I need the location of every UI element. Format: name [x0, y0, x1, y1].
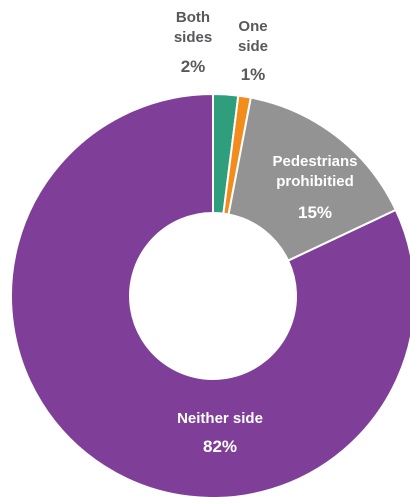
slice-label-neither-side-line-1: Neither side	[177, 410, 263, 427]
slice-labels: Both sides 2% One side 1% Pedestrians prohibiti…	[174, 9, 358, 456]
slice-label-both-sides-line-2: sides	[174, 29, 212, 46]
slice-neither-side	[10, 92, 410, 497]
slice-value-both-sides: 2%	[181, 57, 206, 76]
slice-value-one-side: 1%	[241, 65, 266, 84]
slice-value-neither-side: 82%	[203, 437, 237, 456]
slice-label-both-sides-line-1: Both	[176, 9, 210, 26]
slice-label-one-side-line-1: One	[238, 18, 267, 35]
slice-pedestrians-prohibitied	[227, 96, 398, 262]
slice-label-one-side-line-2: side	[238, 38, 268, 55]
slice-label-pedestrians-prohibitied-line-2: prohibitied	[276, 173, 354, 190]
donut-slices	[10, 92, 410, 497]
slice-label-pedestrians-prohibitied-line-1: Pedestrians	[272, 153, 357, 170]
slice-value-pedestrians-prohibitied: 15%	[298, 203, 332, 222]
